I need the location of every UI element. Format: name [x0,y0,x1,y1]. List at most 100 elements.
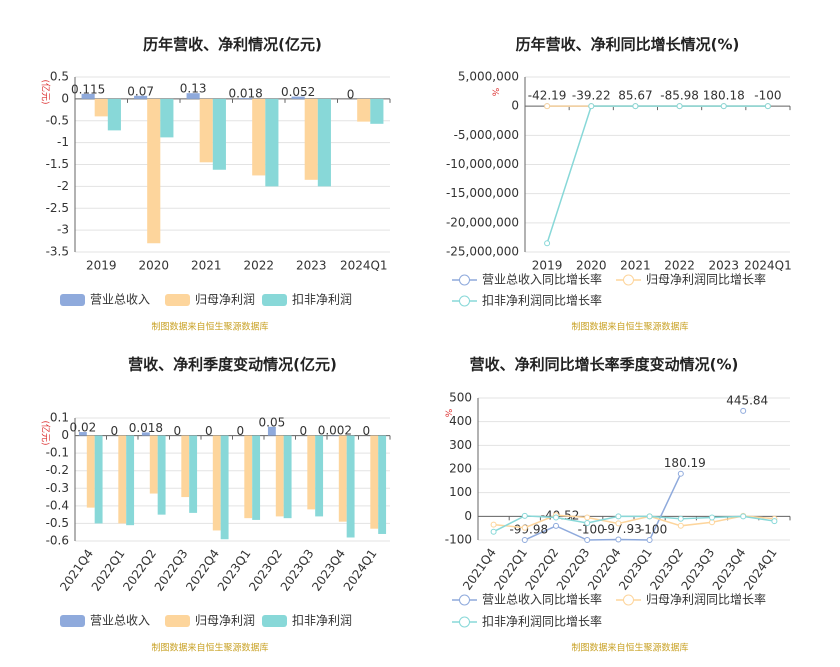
bar [357,98,371,122]
bar [338,435,347,522]
bar [199,98,213,163]
point [584,519,591,526]
data-label: 0.018 [129,421,163,435]
bar [267,426,276,436]
legend-swatch [459,594,470,606]
data-label: 0.13 [180,82,207,96]
data-label: 0 [347,87,355,101]
x-tick-label: 2021 [191,259,222,273]
point [720,103,727,110]
bar [252,98,266,176]
chart-panel: 历年营收、净利情况(亿元) (亿元) -3.5 -3 -2.5 -2 -1.5 -1 -0.5 0… [40,36,391,333]
legend-swatch [165,615,190,627]
point [553,514,559,521]
y-tick-label: 0 [61,91,69,105]
bar [126,435,135,526]
data-label: -100 [640,523,667,537]
data-label: -97.93 [603,522,642,536]
bar [186,93,200,99]
point [677,522,684,529]
line [546,105,768,244]
point [646,513,653,520]
y-tick-label: -0.4 [46,498,69,512]
legend-label: 营业总收入 [90,614,150,628]
bar [157,435,166,515]
point [615,513,622,520]
chart-panel: 营收、净利同比增长率季度变动情况(%)% -100 0 100 200 300 400 500… [443,356,791,654]
x-tick-label: 2022 [664,259,695,273]
legend-label: 归母净利润同比增长率 [646,272,766,287]
bar [94,98,108,117]
legend-label: 营业总收入同比增长率 [482,272,602,287]
legend-label: 营业总收入同比增长率 [482,592,602,607]
chart-title: 营收、净利季度变动情况(亿元) [128,356,337,374]
data-label: 0.052 [281,85,315,99]
y-tick-label: -0.5 [46,516,69,530]
data-label: 85.67 [618,89,652,103]
bar [265,98,279,187]
point [632,103,639,110]
source-note: 制图数据来自恒生聚源数据库 [151,642,268,654]
y-tick-label: -100 [445,533,472,547]
x-tick-label: 2023 [296,259,327,273]
line [493,514,775,529]
legend-swatch [262,294,287,306]
point [709,514,715,521]
bar [81,93,95,99]
data-label: 0 [205,424,213,438]
y-tick-label: -0.2 [46,463,69,477]
bar [94,435,103,524]
y-unit: (亿元) [40,79,52,104]
data-label: -85.98 [660,89,699,103]
point [676,103,683,110]
point [544,240,551,247]
data-label: 0.115 [71,82,105,96]
point [490,528,497,535]
x-tick-label: 2019 [532,259,563,273]
y-unit: % [490,88,500,97]
point [553,522,559,529]
y-tick-label: -0.6 [46,534,69,548]
legend-label: 扣非净利润 [292,293,352,307]
bar [212,435,221,531]
y-tick-label: -15,000,000 [446,186,519,200]
legend-label: 营业总收入 [90,293,150,307]
point [544,103,551,110]
data-label: 0 [111,424,119,438]
point [521,536,528,543]
bar [317,98,331,187]
point [584,514,591,521]
bar [189,435,198,513]
bar [118,435,127,524]
data-label: -100 [754,89,781,103]
y-tick-label: 400 [449,414,472,428]
legend-swatch [623,274,634,286]
y-tick-label: -2 [57,179,69,193]
legend-label: 扣非净利润 [292,614,352,628]
bar [147,98,161,244]
bar [78,432,87,436]
source-note: 制图数据来自恒生聚源数据库 [151,321,268,333]
data-label: 0.002 [318,424,352,438]
bar [370,98,384,124]
bar [181,435,190,498]
data-label: 0.07 [127,84,154,98]
point [677,515,684,522]
point [584,537,591,543]
y-tick-label: -0.5 [46,113,69,127]
y-tick-label: -1 [57,135,69,149]
data-label: 0 [363,424,371,438]
y-tick-label: -1.5 [46,157,69,171]
point [646,537,653,543]
y-unit: (亿元) [40,420,52,445]
x-tick-label: 2020 [576,259,607,273]
legend-swatch [60,615,85,627]
bar [239,98,253,99]
y-tick-label: 5,000,000 [458,70,519,84]
point [588,103,595,110]
y-tick-label: -20,000,000 [446,215,519,229]
chart-panel: 历年营收、净利同比增长情况(%)% -25,000,000 -20,000,000 -… [446,36,792,333]
legend-swatch [165,294,190,306]
y-tick-label: -0.3 [46,481,69,495]
legend-swatch [459,616,470,628]
